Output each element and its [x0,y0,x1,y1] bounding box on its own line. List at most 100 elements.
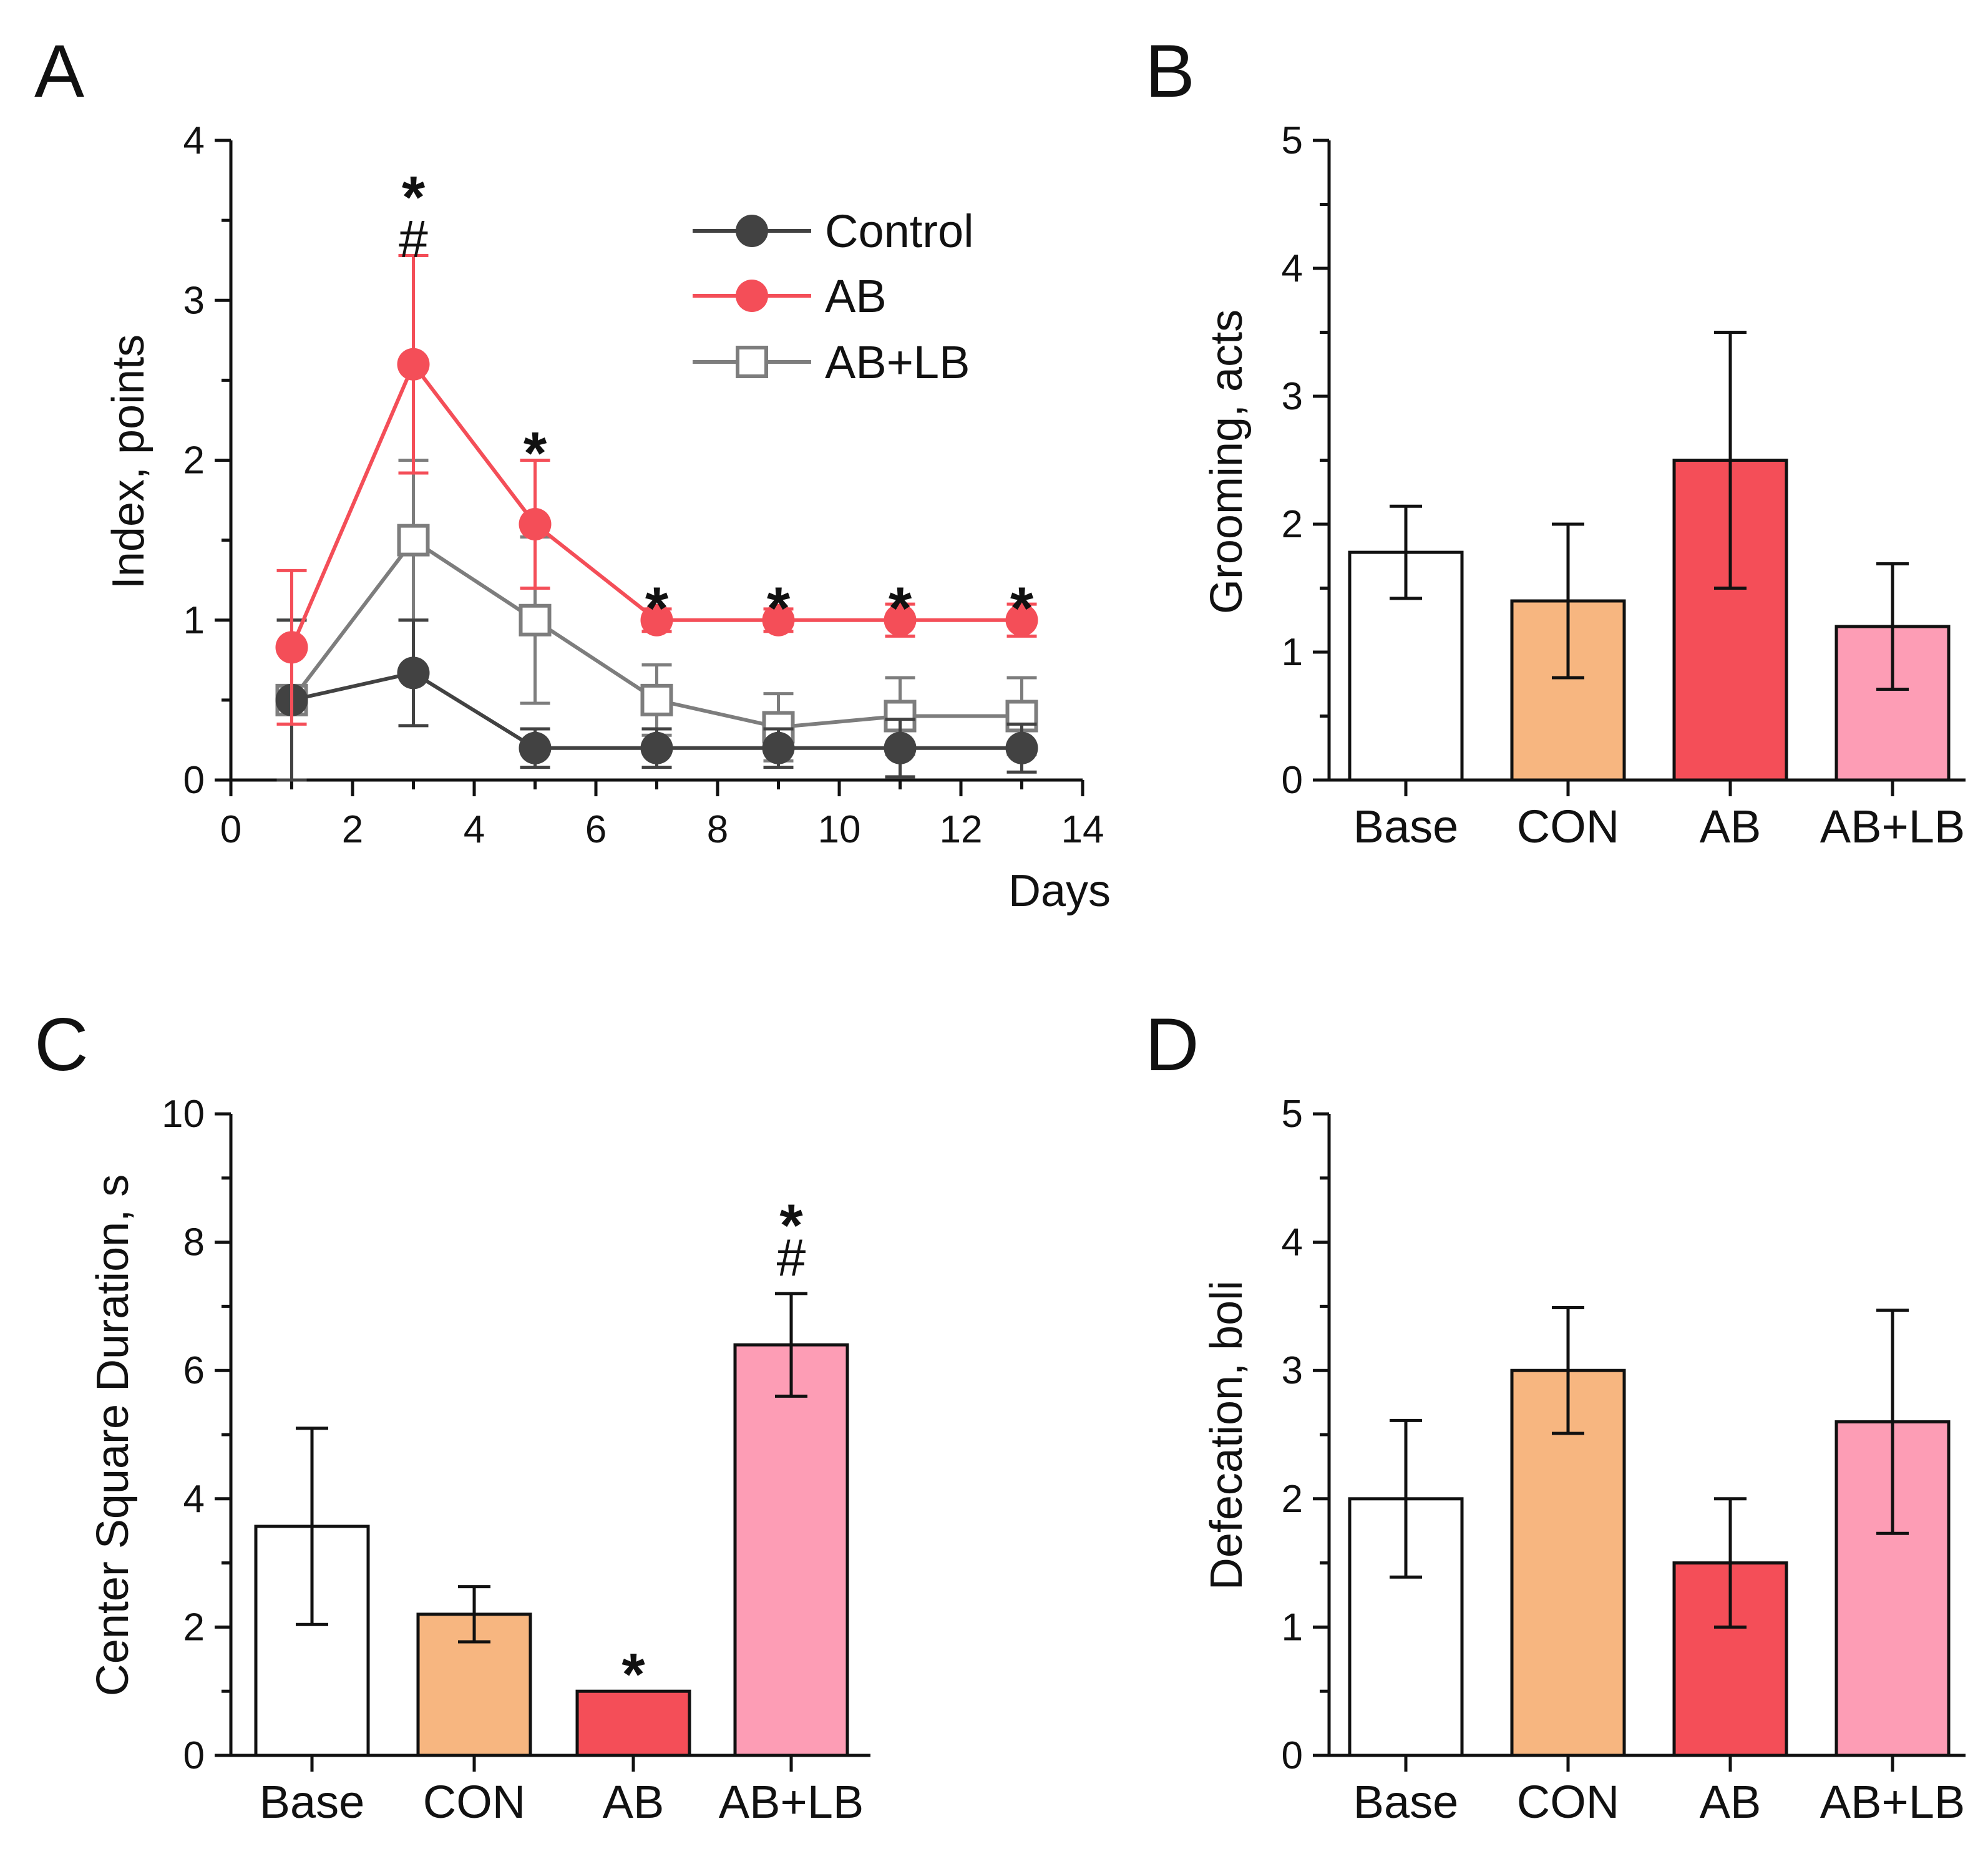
panel-b-y-tick-label: 2 [1282,503,1303,546]
panel-d-letter: D [1145,1003,1199,1086]
series-ab-point [884,603,917,637]
significance-hash: # [777,1228,806,1287]
panel-d-y-tick-label: 1 [1282,1606,1303,1649]
series-control-point [762,731,795,764]
panel-d-y-tick-label: 5 [1282,1093,1303,1136]
panel-a-x-tick-label: 10 [818,808,861,851]
panel-b-category-label: AB [1700,801,1761,852]
series-control-point [884,731,917,764]
panel-b-marks [1348,331,1951,782]
series-ab-point [519,508,552,540]
panel-b-bar-ab [1672,459,1788,782]
panel-b-y-tick-label: 4 [1282,247,1303,290]
panel-b-y-tick-label: 0 [1282,759,1303,802]
legend-label-control: Control [825,205,974,257]
series-ab-point [640,603,673,637]
panel-a-x-tick-label: 0 [220,808,241,851]
panel-c-y-tick-label: 2 [183,1606,205,1649]
series-ab-lb-point [640,683,673,716]
panel-b-y-tick-label: 1 [1282,631,1303,674]
panel-b-axes: 0 1 2 3 4 5 Base CON AB AB+LB [1282,119,1966,852]
panel-b-y-tick-label: 3 [1282,375,1303,418]
panel-b-error-bar-ab [1714,331,1747,590]
panel-d-marks [1348,1305,1951,1757]
panel-d-error-bar-ab-lb [1876,1309,1909,1535]
panel-d-error-bar-con [1552,1305,1584,1435]
panel-c-error-bar-ab-lb [775,1292,807,1398]
significance-star: * [1010,575,1034,642]
panel-a-x-axis-title: Days [1008,866,1111,916]
panel-a-legend: Control AB AB+LB [693,205,974,388]
panel-d: D Defecation, boli 0 1 2 3 4 5 Base CON AB AB+LB [1145,1003,1966,1828]
panel-c-category-label: AB+LB [719,1776,864,1828]
series-ab-point [1005,603,1038,637]
panel-b: B Grooming, acts 0 1 2 3 4 5 Base CON AB AB+LB [1145,29,1966,852]
panel-c-error-bar-con [458,1585,490,1644]
series-ab-point [397,348,430,381]
panel-d-error-bar-base [1390,1418,1422,1579]
panel-a-y-tick-label: 1 [183,599,205,642]
panel-d-y-tick-label: 3 [1282,1349,1303,1392]
panel-c-bar-ab-lb [733,1343,849,1757]
panel-c-marks: **# [254,1192,849,1757]
panel-c-y-tick-label: 6 [183,1349,205,1392]
panel-c-y-tick-label: 0 [183,1734,205,1777]
panel-b-error-bar-con [1552,522,1584,680]
panel-a-letter: A [34,29,84,113]
panel-a-x-tick-label: 12 [940,808,983,851]
panel-b-y-tick-label: 5 [1282,119,1303,162]
panel-b-error-bar-ab-lb [1876,562,1909,691]
panel-c-category-label: Base [260,1776,365,1828]
series-control-point [397,656,430,690]
series-ab-lb-point [519,603,552,637]
significance-star: * [402,164,426,231]
panel-d-category-label: AB [1700,1776,1761,1828]
panel-a-y-axis-title: Index, points [104,334,153,589]
panel-d-y-tick-label: 4 [1282,1221,1303,1264]
panel-c: C Center Square Duration, s 0 2 4 6 8 10 Base C… [34,1003,870,1828]
significance-star: * [767,575,791,642]
panel-d-category-label: AB+LB [1820,1776,1965,1828]
panel-b-error-bar-base [1390,504,1422,600]
panel-d-category-label: Base [1353,1776,1459,1828]
panel-b-letter: B [1145,29,1195,113]
panel-c-y-tick-label: 8 [183,1221,205,1264]
panel-b-category-label: AB+LB [1820,801,1965,852]
significance-star: * [779,1192,803,1259]
series-ab-lb-point [397,524,430,557]
panel-c-category-label: CON [423,1776,525,1828]
series-ab [275,254,1038,726]
panel-a-x-tick-label: 2 [342,808,363,851]
panel-d-error-bar-ab [1714,1497,1747,1629]
panel-b-category-label: Base [1353,801,1459,852]
significance-star: * [524,420,547,487]
panel-a-y-tick-label: 0 [183,759,205,802]
panel-d-y-axis-title: Defecation, boli [1202,1281,1252,1590]
legend-item-control: Control [693,205,974,257]
panel-c-y-axis-title: Center Square Duration, s [88,1174,138,1696]
panel-b-y-axis-title: Grooming, acts [1202,310,1252,614]
panel-a-y-tick-label: 2 [183,439,205,482]
series-control-point [640,731,673,764]
panel-b-category-label: CON [1517,801,1619,852]
panel-a-marks: *#** * * * [275,164,1038,782]
significance-star: * [889,575,912,642]
panel-d-y-tick-label: 0 [1282,1734,1303,1777]
panel-d-category-label: CON [1517,1776,1619,1828]
series-ab-point [275,631,308,664]
significance-star: * [621,1641,645,1708]
panel-c-category-label: AB [603,1776,665,1828]
panel-d-axes: 0 1 2 3 4 5 Base CON AB AB+LB [1282,1093,1966,1828]
panel-c-error-bar-base [296,1427,328,1626]
legend-item-ab: AB [693,270,887,322]
panel-c-letter: C [34,1003,89,1086]
panel-a-x-tick-label: 4 [464,808,485,851]
panel-c-axes: 0 2 4 6 8 10 Base CON AB AB+LB [162,1093,870,1828]
panel-c-bar-ab [575,1689,691,1757]
series-control-point [519,731,552,764]
significance-star: * [645,575,669,642]
legend-item-ab-lb: AB+LB [693,336,970,388]
panel-a-y-tick-label: 4 [183,119,205,162]
